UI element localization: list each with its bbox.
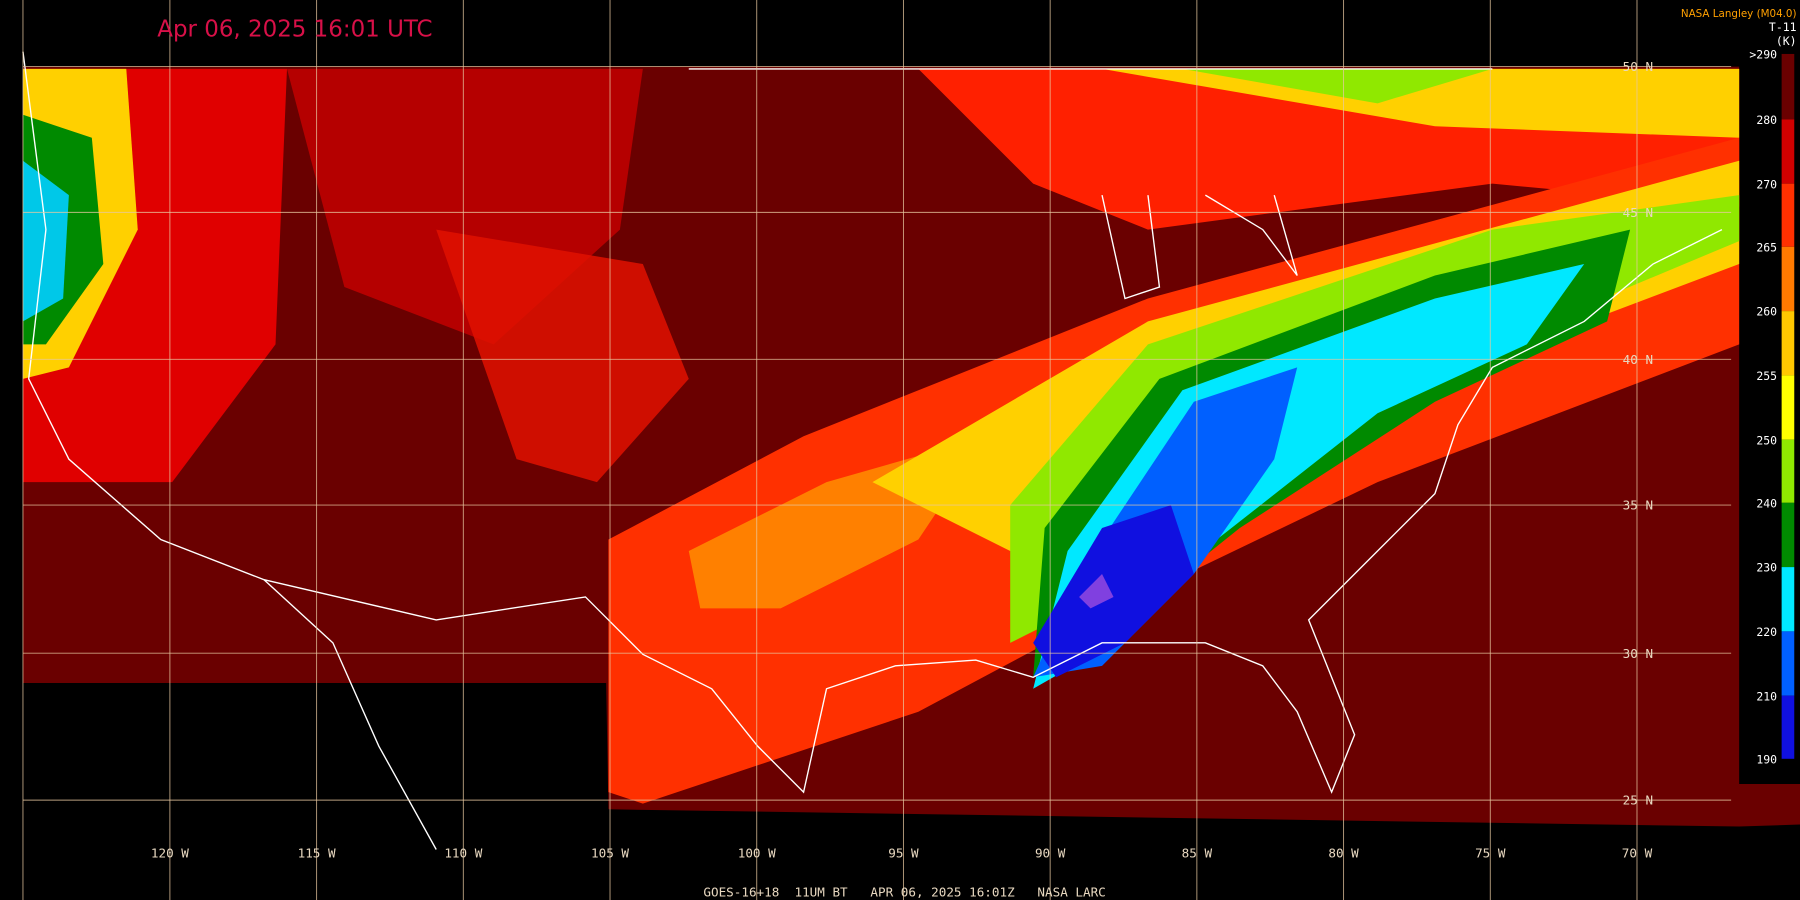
longitude-label: 85 W	[1182, 846, 1213, 861]
longitude-label: 90 W	[1035, 846, 1066, 861]
colorbar-label: >290	[1749, 48, 1777, 62]
unit-label: (K)	[1776, 34, 1797, 48]
latitude-label: 30 N	[1623, 646, 1653, 661]
longitude-label: 95 W	[888, 846, 919, 861]
colorbar-segment	[1781, 311, 1795, 376]
longitude-label: 115 W	[298, 846, 336, 861]
colorbar-label: 230	[1756, 561, 1777, 575]
colorbar-label: 210	[1756, 689, 1777, 703]
colorbar-segment	[1781, 119, 1795, 184]
colorbar-label: 220	[1756, 625, 1777, 639]
colorbar-label: 270	[1756, 177, 1777, 191]
colorbar-label: 280	[1756, 113, 1777, 127]
colorbar-segment	[1781, 183, 1795, 247]
colorbar-label: 265	[1756, 240, 1777, 254]
colorbar: >290 280 270 265 260 255 250 240 230 220 210 190	[1749, 48, 1795, 766]
colorbar-segment	[1781, 567, 1795, 632]
colorbar-label: 250	[1756, 433, 1777, 447]
colorbar-segment	[1781, 53, 1795, 120]
longitude-label: 70 W	[1622, 846, 1653, 861]
longitude-label: 110 W	[444, 846, 482, 861]
coastline	[22, 51, 1723, 850]
latitude-label: 25 N	[1623, 793, 1653, 808]
longitude-label: 105 W	[591, 846, 629, 861]
colorbar-label: 260	[1756, 305, 1777, 319]
colorbar-segment	[1781, 375, 1795, 440]
longitude-label: 80 W	[1328, 846, 1359, 861]
timestamp-title: Apr 06, 2025 16:01 UTC	[157, 17, 432, 43]
latitude-label: 40 N	[1623, 352, 1653, 367]
longitude-label: 100 W	[738, 846, 776, 861]
longitude-label: 120 W	[151, 846, 189, 861]
channel-label: T-11	[1769, 20, 1797, 34]
colorbar-segment	[1781, 246, 1795, 312]
colorbar-segment	[1781, 502, 1795, 568]
latitude-label: 35 N	[1623, 498, 1653, 513]
colorbar-segment	[1781, 695, 1795, 759]
cloud-field	[22, 68, 1740, 804]
credit: NASA Langley (M04.0)	[1681, 8, 1797, 20]
latitude-label: 45 N	[1623, 205, 1653, 220]
colorbar-label: 255	[1756, 369, 1777, 383]
footer: GOES-16+18 11UM BT APR 06, 2025 16:01Z N…	[703, 885, 1105, 900]
longitude-label: 75 W	[1475, 846, 1506, 861]
graticule: 50 N 45 N 40 N 35 N 30 N 25 N 120 W 115 W 110 W 1…	[22, 0, 1732, 900]
colorbar-segment	[1781, 439, 1795, 503]
colorbar-segment	[1781, 631, 1795, 696]
latitude-label: 50 N	[1623, 59, 1653, 74]
colorbar-label: 190	[1756, 752, 1777, 766]
colorbar-label: 240	[1756, 496, 1777, 510]
